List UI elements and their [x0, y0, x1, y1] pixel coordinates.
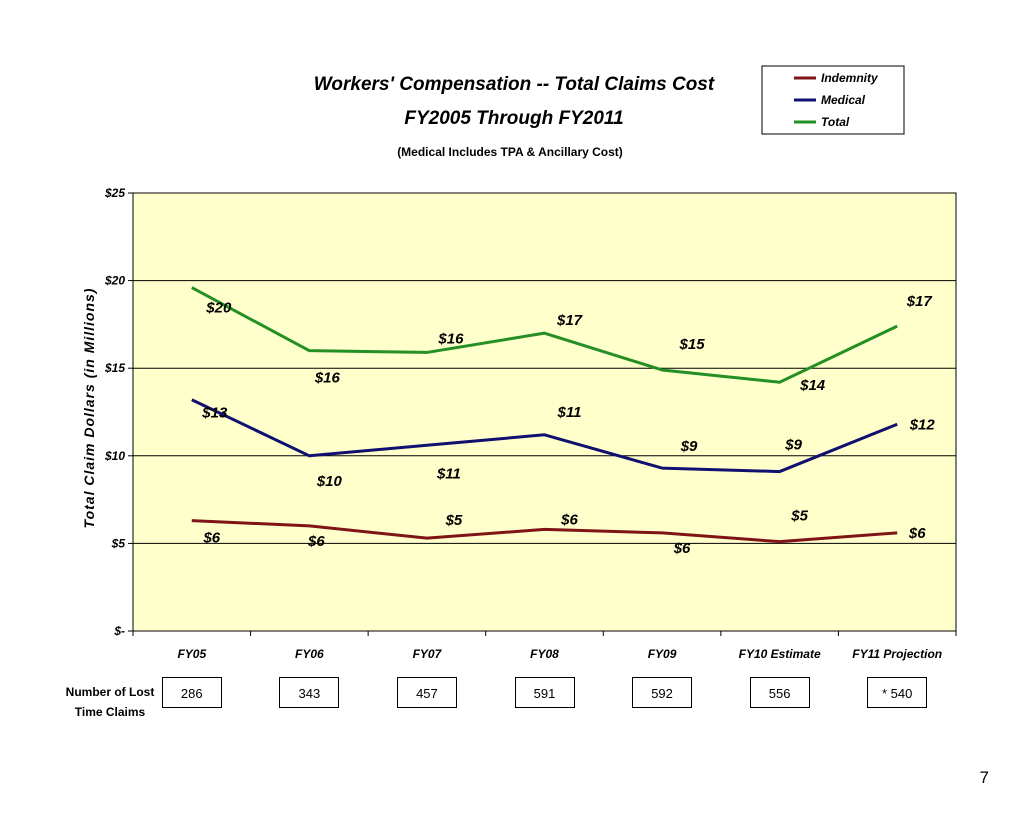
- x-tick-label: FY07: [413, 647, 443, 661]
- y-tick-label: $10: [104, 449, 125, 463]
- data-label-indemnity: $6: [673, 540, 691, 557]
- data-label-total: $16: [314, 370, 341, 387]
- plot-area: [132, 192, 957, 632]
- data-label-total: $15: [679, 336, 706, 353]
- data-label-indemnity: $6: [908, 525, 926, 542]
- legend-box: [761, 65, 905, 135]
- lost-time-claims-value: 457: [396, 677, 457, 708]
- data-label-total: $16: [437, 330, 464, 347]
- data-label-indemnity: $5: [790, 508, 808, 525]
- x-tick-label: FY09: [648, 647, 677, 661]
- y-tick-label: $-: [113, 624, 125, 638]
- y-tick-label: $20: [104, 274, 125, 288]
- lost-time-claims-value: 592: [632, 677, 693, 708]
- data-label-medical: $9: [784, 437, 802, 454]
- legend-label-total: Total: [821, 115, 850, 129]
- page-number: 7: [979, 768, 989, 787]
- data-label-indemnity: $6: [560, 511, 578, 528]
- legend-label-medical: Medical: [821, 93, 866, 107]
- data-label-indemnity: $6: [307, 533, 325, 550]
- data-label-indemnity: $5: [445, 512, 463, 529]
- data-label-indemnity: $6: [202, 530, 220, 547]
- lost-time-claims-value: 591: [514, 677, 575, 708]
- chart-title: Workers' Compensation -- Total Claims Co…: [314, 74, 715, 95]
- data-label-total: $14: [799, 377, 826, 394]
- lost-time-claims-value: 556: [749, 677, 810, 708]
- data-label-medical: $11: [557, 404, 582, 421]
- legend: Indemnity Medical Total: [761, 65, 905, 135]
- x-tick-label: FY08: [530, 647, 559, 661]
- lost-time-claims-value: 286: [161, 677, 222, 708]
- data-label-total: $17: [906, 293, 933, 310]
- data-label-total: $17: [556, 312, 583, 329]
- series-line-indemnity: [191, 519, 898, 544]
- series-line-total: [191, 286, 898, 384]
- x-tick-label: FY11 Projection: [852, 647, 942, 661]
- x-tick-label: FY10 Estimate: [739, 647, 821, 661]
- data-label-medical: $13: [201, 405, 228, 422]
- lost-time-claims-label: Number of Lost Time Claims: [65, 685, 155, 719]
- data-label-medical: $12: [909, 416, 936, 433]
- x-tick-label: FY05: [177, 647, 206, 661]
- chart-note: (Medical Includes TPA & Ancillary Cost): [397, 145, 623, 159]
- y-tick-label: $25: [104, 186, 125, 200]
- y-tick-label: $15: [104, 361, 125, 375]
- chart-subtitle: FY2005 Through FY2011: [404, 108, 623, 129]
- x-tick-label: FY06: [295, 647, 324, 661]
- data-label-medical: $11: [436, 465, 461, 482]
- data-label-medical: $9: [680, 438, 698, 455]
- y-axis-label: Total Claim Dollars (in Millions): [81, 288, 97, 529]
- data-label-total: $20: [205, 300, 232, 317]
- y-tick-label: $5: [111, 536, 126, 550]
- lost-time-claims-value: 343: [279, 677, 340, 708]
- legend-label-indemnity: Indemnity: [821, 71, 879, 85]
- series-line-medical: [191, 398, 898, 474]
- lost-time-claims-value: * 540: [867, 677, 928, 708]
- data-label-medical: $10: [316, 473, 343, 490]
